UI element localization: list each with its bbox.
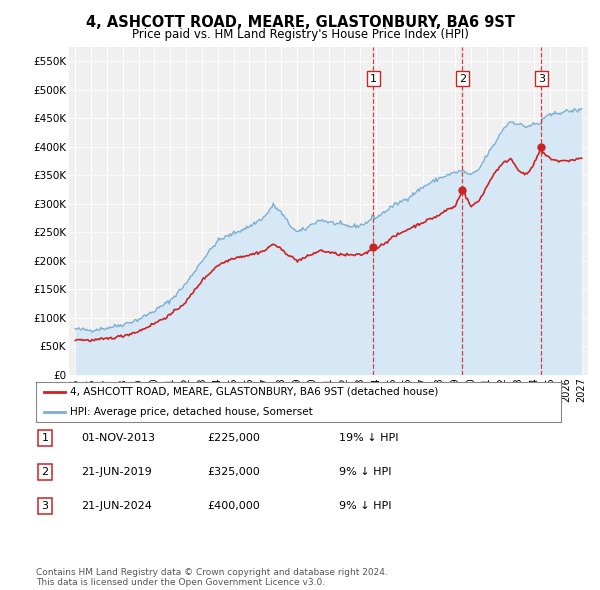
Text: 2: 2: [459, 74, 466, 84]
Text: 1: 1: [41, 433, 49, 442]
Text: 9% ↓ HPI: 9% ↓ HPI: [339, 502, 391, 511]
Text: HPI: Average price, detached house, Somerset: HPI: Average price, detached house, Some…: [70, 407, 313, 417]
Text: £325,000: £325,000: [207, 467, 260, 477]
Text: 19% ↓ HPI: 19% ↓ HPI: [339, 433, 398, 442]
Text: 2: 2: [41, 467, 49, 477]
Text: 21-JUN-2019: 21-JUN-2019: [81, 467, 152, 477]
Text: £400,000: £400,000: [207, 502, 260, 511]
Text: £225,000: £225,000: [207, 433, 260, 442]
Text: 01-NOV-2013: 01-NOV-2013: [81, 433, 155, 442]
Text: 4, ASHCOTT ROAD, MEARE, GLASTONBURY, BA6 9ST (detached house): 4, ASHCOTT ROAD, MEARE, GLASTONBURY, BA6…: [70, 387, 439, 396]
Text: 21-JUN-2024: 21-JUN-2024: [81, 502, 152, 511]
Text: 4, ASHCOTT ROAD, MEARE, GLASTONBURY, BA6 9ST: 4, ASHCOTT ROAD, MEARE, GLASTONBURY, BA6…: [86, 15, 515, 30]
Text: 1: 1: [370, 74, 377, 84]
Text: Price paid vs. HM Land Registry's House Price Index (HPI): Price paid vs. HM Land Registry's House …: [131, 28, 469, 41]
Text: 3: 3: [41, 502, 49, 511]
Text: 9% ↓ HPI: 9% ↓ HPI: [339, 467, 391, 477]
Text: 3: 3: [538, 74, 545, 84]
Text: Contains HM Land Registry data © Crown copyright and database right 2024.
This d: Contains HM Land Registry data © Crown c…: [36, 568, 388, 587]
